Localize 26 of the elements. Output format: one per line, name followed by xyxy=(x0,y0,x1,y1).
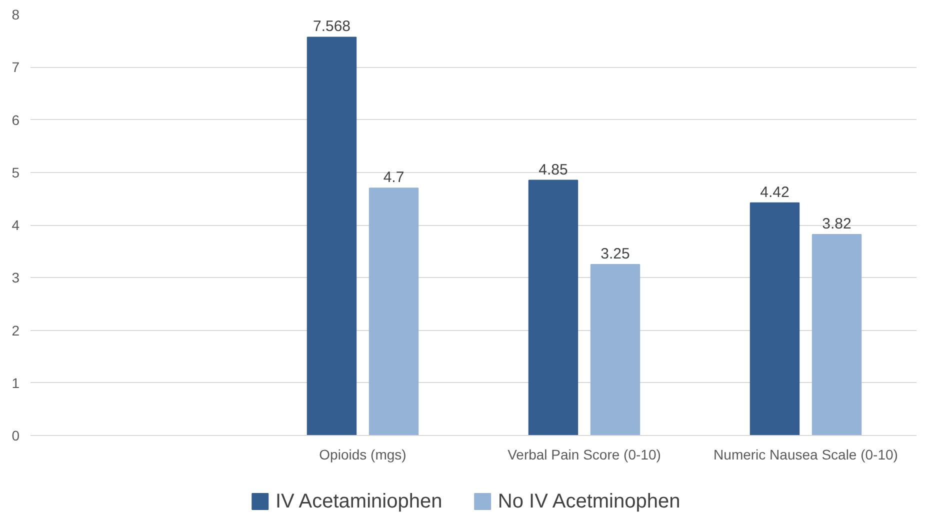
y-tick-label: 1 xyxy=(12,374,20,391)
y-tick-label: 5 xyxy=(12,164,20,180)
y-tick-label: 7 xyxy=(12,59,20,76)
y-tick-label: 0 xyxy=(12,428,20,444)
data-label: 4.85 xyxy=(538,161,568,178)
bar xyxy=(590,264,640,436)
legend-label: No IV Acetminophen xyxy=(498,490,680,512)
legend-label: IV Acetaminiophen xyxy=(275,490,442,512)
y-tick-label: 4 xyxy=(12,217,20,233)
data-label: 3.25 xyxy=(600,245,630,262)
y-tick-label: 2 xyxy=(12,322,20,338)
y-tick-label: 3 xyxy=(12,270,20,286)
x-tick-label: Verbal Pain Score (0-10) xyxy=(508,446,661,462)
y-tick-label: 6 xyxy=(12,112,20,128)
data-label: 3.82 xyxy=(822,215,852,232)
y-tick-label: 8 xyxy=(12,6,20,22)
bar xyxy=(750,202,800,436)
bar xyxy=(306,36,357,436)
x-tick-label: Numeric Nausea Scale (0-10) xyxy=(714,446,898,462)
bar xyxy=(812,234,862,436)
data-label: 7.568 xyxy=(312,18,351,36)
bar xyxy=(528,180,578,436)
data-label: 4.7 xyxy=(383,169,404,186)
bar xyxy=(368,188,419,436)
data-label: 4.42 xyxy=(760,184,790,201)
x-tick-label: Opioids (mgs) xyxy=(319,446,406,462)
